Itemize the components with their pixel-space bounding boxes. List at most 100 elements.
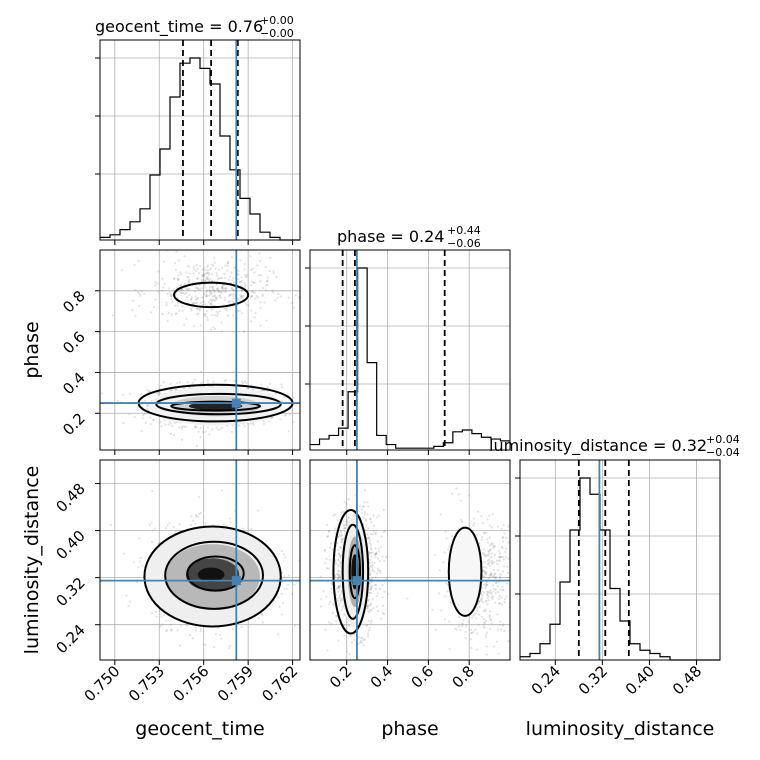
sample-point (174, 293, 177, 296)
sample-point (258, 274, 261, 277)
sample-point (255, 294, 258, 298)
sample-point (261, 621, 264, 624)
sample-point (194, 295, 197, 298)
sample-point (489, 618, 492, 621)
sample-point (131, 308, 134, 312)
sample-point (475, 617, 478, 620)
ylabel-phase: phase (21, 321, 43, 378)
sample-point (338, 546, 342, 549)
sample-point (469, 628, 473, 632)
sample-point (196, 277, 199, 280)
sample-point (497, 559, 500, 562)
sample-point (173, 277, 176, 280)
sample-point (486, 593, 489, 596)
sample-point (367, 527, 370, 530)
sample-point (206, 294, 209, 297)
sample-point (214, 296, 218, 300)
sample-point (516, 584, 518, 586)
xlabel-phase: phase (381, 718, 438, 740)
contour-mid (155, 392, 282, 416)
histogram-phase (310, 267, 510, 449)
sample-point (201, 274, 204, 277)
sample-point (122, 552, 126, 555)
sample-point (199, 301, 202, 305)
xtick-label-geocent_time-3: 0.759 (214, 662, 257, 705)
sample-point (148, 523, 151, 527)
sample-point (461, 622, 464, 625)
sample-point (487, 558, 491, 561)
sample-point (220, 321, 223, 324)
sample-point (197, 430, 200, 433)
sample-point (485, 571, 489, 574)
title-phase-upper: +0.44 (447, 224, 481, 237)
sample-point (237, 424, 240, 427)
xtick-label-luminosity_distance-1: 0.32 (575, 662, 611, 698)
sample-point (247, 386, 250, 390)
sample-point (231, 627, 234, 630)
sample-point (189, 307, 193, 311)
sample-point (367, 629, 370, 632)
sample-point (193, 378, 197, 381)
sample-point (495, 559, 498, 562)
sample-point (475, 632, 479, 635)
sample-point (165, 301, 168, 304)
sample-point (138, 537, 141, 540)
sample-point (208, 288, 211, 292)
sample-point (337, 548, 340, 552)
sample-point (177, 278, 180, 282)
sample-point (494, 588, 497, 591)
sample-point (196, 267, 199, 270)
sample-point (477, 623, 480, 626)
sample-point (210, 300, 214, 303)
sample-point (366, 605, 369, 608)
sample-point (500, 573, 503, 576)
sample-point (146, 407, 149, 410)
sample-point (228, 645, 232, 648)
sample-point (370, 619, 373, 622)
sample-point (139, 393, 142, 396)
sample-point (517, 580, 519, 582)
xtick-label-phase-0: 0.2 (326, 662, 356, 692)
sample-point (157, 393, 160, 397)
sample-point (329, 542, 332, 545)
sample-point (153, 527, 156, 530)
sample-point (480, 535, 484, 539)
sample-point (492, 574, 495, 577)
sample-point (406, 597, 409, 600)
sample-point (366, 537, 369, 540)
sample-point (493, 576, 497, 579)
sample-point (228, 647, 231, 650)
sample-point (336, 565, 339, 568)
sample-point (259, 301, 262, 304)
sample-point (163, 418, 166, 421)
sample-point (264, 288, 267, 291)
sample-point (195, 263, 198, 267)
sample-point (339, 599, 342, 603)
sample-point (332, 514, 335, 517)
sample-point (483, 566, 486, 569)
sample-point (317, 396, 319, 398)
sample-point (128, 600, 132, 603)
sample-point (486, 593, 489, 596)
sample-point (328, 558, 331, 561)
sample-point (337, 570, 341, 573)
sample-point (362, 644, 365, 647)
sample-point (214, 267, 217, 270)
sample-point (360, 641, 363, 644)
sample-point (470, 631, 473, 635)
sample-point (294, 294, 297, 297)
sample-point (499, 588, 502, 591)
sample-point (210, 279, 213, 283)
sample-point (125, 594, 128, 597)
sample-point (488, 615, 491, 618)
sample-point (204, 279, 207, 282)
ytick-label-phase-1: 0.4 (59, 369, 89, 399)
sample-point (243, 425, 247, 428)
sample-point (220, 426, 224, 429)
sample-point (178, 523, 181, 526)
sample-point (160, 615, 163, 618)
sample-point (158, 609, 161, 613)
sample-point (185, 623, 189, 627)
sample-point (374, 556, 377, 559)
sample-point (206, 318, 209, 322)
